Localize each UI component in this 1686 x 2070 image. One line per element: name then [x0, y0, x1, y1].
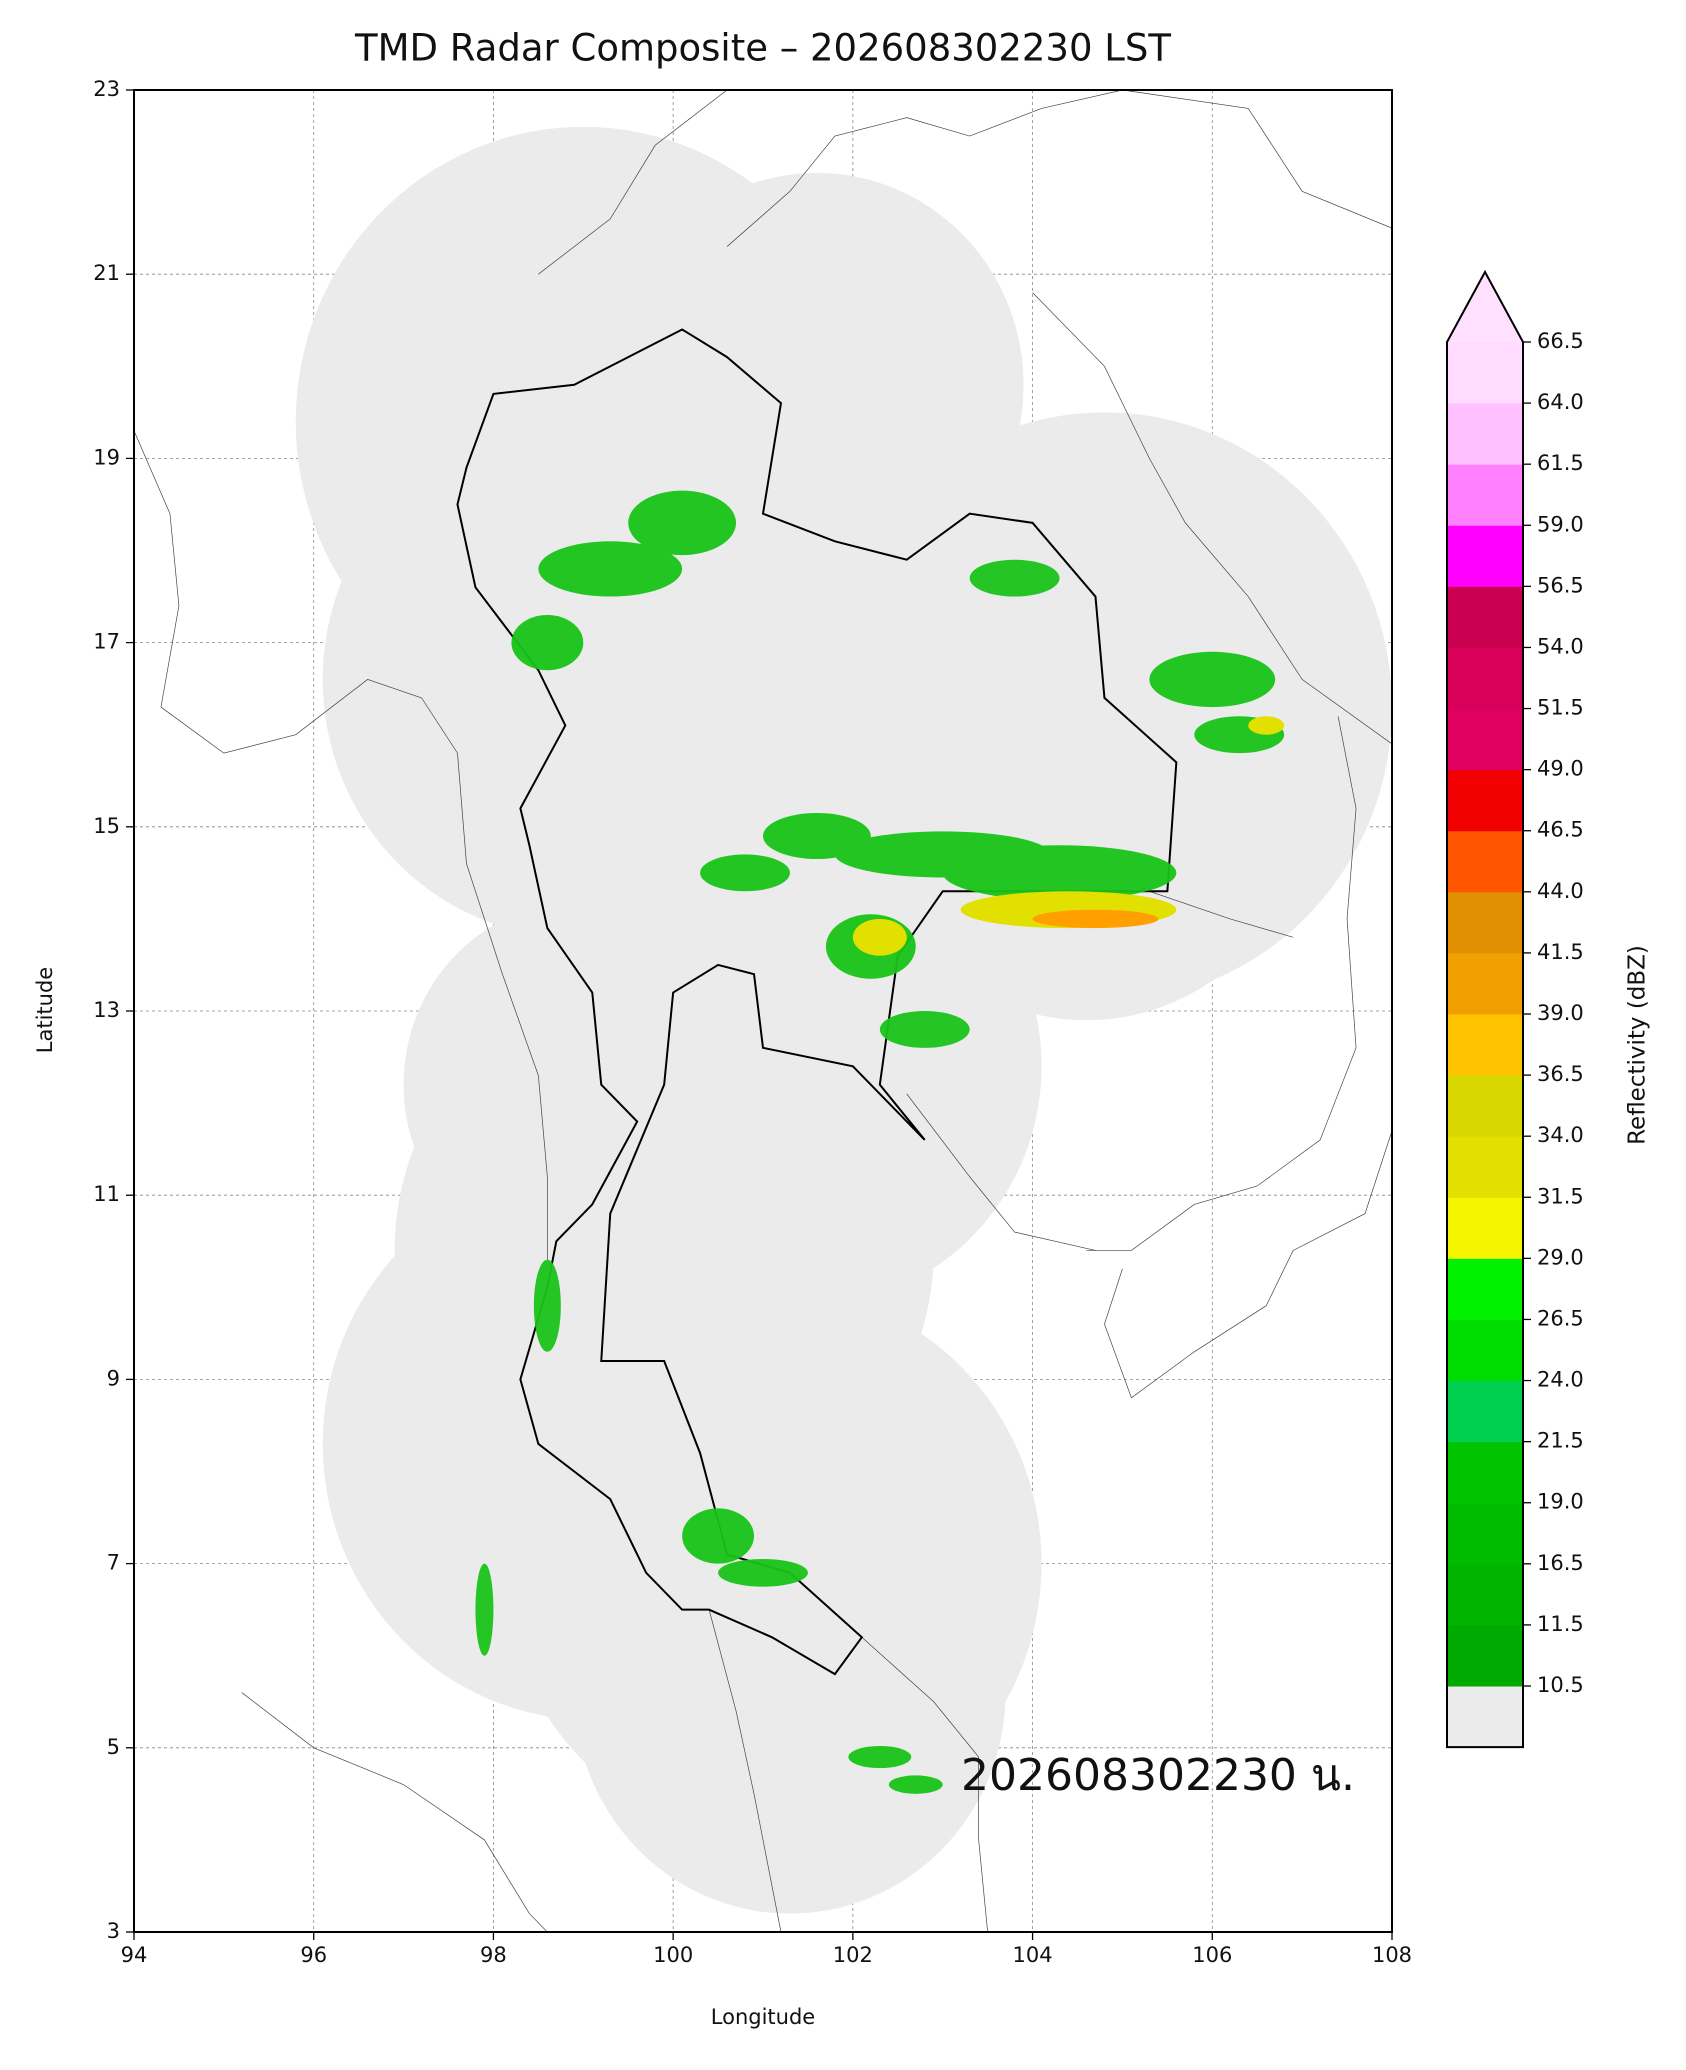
colorbar: 10.5 11.5 16.5 19.0 21.5 24.0 26.5 29.0 31.5 34.0…: [1446, 269, 1584, 1749]
colorbar-segment: [1447, 1502, 1523, 1565]
y-tick-label: 19: [93, 445, 120, 469]
x-axis: 94 96 98 100 102 104 106 108: [121, 1932, 1412, 1967]
y-tick-label: 3: [107, 1919, 120, 1943]
colorbar-tick-label: 19.0: [1537, 1490, 1584, 1514]
x-tick-label: 104: [1013, 1943, 1053, 1967]
colorbar-tick-label: 21.5: [1537, 1429, 1584, 1453]
timestamp-annotation: 202608302230 น.: [961, 1750, 1355, 1801]
x-tick-label: 106: [1192, 1943, 1232, 1967]
colorbar-tick-label: 24.0: [1537, 1368, 1584, 1392]
colorbar-segment: [1447, 464, 1523, 526]
colorbar-segment: [1447, 1258, 1523, 1320]
colorbar-tick-label: 59.0: [1537, 512, 1584, 536]
colorbar-tick-label: 26.5: [1537, 1306, 1584, 1330]
x-tick-label: 96: [300, 1943, 327, 1967]
colorbar-tick-label: 61.5: [1537, 451, 1584, 475]
y-tick-label: 7: [107, 1551, 120, 1575]
y-axis-label: Latitude: [33, 967, 57, 1053]
colorbar-segment: [1447, 708, 1523, 771]
colorbar-tick-label: 11.5: [1537, 1612, 1584, 1636]
x-tick-label: 102: [833, 1943, 873, 1967]
colorbar-tick-label: 36.5: [1537, 1062, 1584, 1086]
colorbar-segment: [1447, 830, 1523, 893]
colorbar-segment: [1447, 1014, 1523, 1076]
x-tick-label: 100: [653, 1943, 693, 1967]
colorbar-tick-label: 10.5: [1537, 1673, 1584, 1697]
chart-title: TMD Radar Composite – 202608302230 LST: [354, 27, 1171, 70]
geo: [134, 90, 1392, 1932]
colorbar-under: [1447, 1686, 1523, 1748]
colorbar-tick-label: 56.5: [1537, 573, 1584, 597]
colorbar-tick-label: 16.5: [1537, 1551, 1584, 1575]
x-tick-label: 94: [121, 1943, 148, 1967]
x-tick-label: 98: [480, 1943, 507, 1967]
colorbar-tick-label: 44.0: [1537, 879, 1584, 903]
colorbar-tick-label: 66.5: [1537, 329, 1584, 353]
map-layer: [134, 90, 1392, 1932]
x-axis-label: Longitude: [711, 2005, 815, 2029]
colorbar-segment: [1447, 1075, 1523, 1137]
strong-echoes: [852, 716, 1285, 956]
colorbar-tick-label: 49.0: [1537, 757, 1584, 781]
y-tick-label: 15: [93, 814, 120, 838]
colorbar-tick-label: 29.0: [1537, 1245, 1584, 1269]
colorbar-tick-label: 54.0: [1537, 634, 1584, 658]
colorbar-tick-label: 31.5: [1537, 1184, 1584, 1208]
y-tick-label: 9: [107, 1366, 120, 1390]
x-tick-label: 108: [1372, 1943, 1412, 1967]
colorbar-tick-label: 51.5: [1537, 696, 1584, 720]
colorbar-segment: [1447, 952, 1523, 1015]
y-tick-label: 23: [93, 77, 120, 101]
colorbar-tick-label: 39.0: [1537, 1001, 1584, 1025]
neighbor-borders: [134, 90, 1392, 1932]
colorbar-segment: [1447, 342, 1523, 404]
colorbar-segment: [1447, 525, 1523, 587]
colorbar-over: [1447, 272, 1523, 342]
radar-echoes: [475, 490, 1285, 1794]
colorbar-segment: [1447, 1624, 1523, 1687]
colorbar-segment: [1447, 891, 1523, 954]
colorbar-tick-label: 34.0: [1537, 1123, 1584, 1147]
colorbar-label: Reflectivity (dBZ): [1625, 945, 1651, 1145]
colorbar-segment: [1447, 1197, 1523, 1259]
radar-coverage: [295, 126, 1392, 1914]
colorbar-segment: [1447, 1563, 1523, 1626]
y-tick-label: 21: [93, 261, 120, 285]
y-axis: 3 5 7 9 11 13 15 17 19 21 23: [93, 77, 134, 1943]
colorbar-segment: [1447, 647, 1523, 710]
colorbar-tick-label: 46.5: [1537, 818, 1584, 842]
colorbar-segment: [1447, 1319, 1523, 1382]
colorbar-segment: [1447, 586, 1523, 648]
colorbar-segment: [1447, 403, 1523, 465]
colorbar-segment: [1447, 1441, 1523, 1504]
colorbar-tick-label: 41.5: [1537, 940, 1584, 964]
colorbar-frame: [1446, 269, 1524, 1749]
colorbar-segment: [1447, 1380, 1523, 1443]
y-tick-label: 13: [93, 998, 120, 1022]
colorbar-segment: [1447, 1136, 1523, 1198]
colorbar-segment: [1447, 769, 1523, 832]
y-tick-label: 5: [107, 1735, 120, 1759]
colorbar-tick-label: 64.0: [1537, 390, 1584, 414]
y-tick-label: 17: [93, 630, 120, 654]
y-tick-label: 11: [93, 1182, 120, 1206]
